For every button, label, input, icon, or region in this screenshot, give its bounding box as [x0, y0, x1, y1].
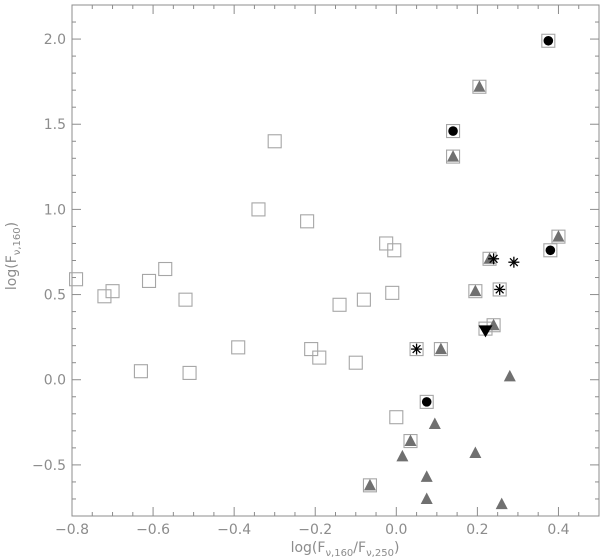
open-square-marker — [409, 342, 424, 357]
triangle-marker — [469, 446, 482, 458]
asterisk-marker — [494, 283, 506, 295]
filled-circle-marker — [543, 35, 554, 46]
x-tick-label: −0.4 — [217, 522, 251, 538]
open-square-marker — [387, 243, 402, 258]
triangle-marker — [503, 369, 516, 382]
open-square-marker — [251, 202, 266, 217]
open-square-marker — [356, 292, 371, 307]
open-square-marker — [141, 273, 157, 288]
triangle-marker — [434, 342, 447, 355]
triangle-marker — [428, 417, 441, 430]
x-tick-label: 0.4 — [547, 522, 569, 538]
triangle-marker — [483, 252, 496, 264]
y-tick-label: −0.5 — [32, 458, 66, 474]
open-square-marker — [97, 289, 112, 304]
open-square-marker — [267, 134, 282, 149]
y-axis-label: log(Fν,160) — [4, 222, 23, 290]
open-square-marker — [158, 261, 173, 277]
open-square-marker — [69, 272, 84, 287]
asterisk-marker — [411, 343, 423, 355]
open-square-marker — [332, 297, 347, 312]
plot-frame — [71, 4, 600, 517]
open-square-marker — [105, 284, 120, 299]
x-tick-label: 0.0 — [385, 522, 407, 538]
open-square-marker — [304, 342, 319, 357]
triangle-marker — [552, 230, 565, 242]
y-tick-label: 1.0 — [44, 202, 66, 218]
open-square-marker — [300, 214, 315, 229]
open-square-marker — [419, 394, 434, 409]
open-square-marker — [385, 285, 400, 300]
x-axis-label: log(Fν,160/Fν,250) — [291, 540, 400, 559]
x-tick-label: −0.8 — [55, 522, 89, 538]
open-square-marker — [312, 350, 327, 365]
triangle-marker — [473, 80, 486, 92]
open-square-marker — [543, 243, 558, 258]
open-square-marker — [389, 410, 404, 425]
triangle-marker — [447, 150, 460, 162]
axis-ticks: −0.8 −0.6 −0.4 −0.2 0.0 0.2 0.4 −0.5 0.0 0.5 1.0 1.… — [32, 4, 600, 538]
triangle-marker — [404, 434, 417, 447]
y-tick-label: 2.0 — [44, 32, 66, 48]
x-tick-label: −0.6 — [136, 522, 170, 538]
triangle-marker — [420, 492, 433, 504]
triangle-marker — [469, 284, 482, 297]
open-square-marker — [182, 365, 197, 380]
y-tick-label: 0.5 — [44, 288, 66, 304]
open-square-marker — [541, 33, 556, 48]
down-triangle-marker — [478, 325, 493, 338]
triangle-marker — [495, 497, 508, 510]
open-square-marker — [133, 364, 148, 379]
triangle-marker — [396, 449, 409, 462]
filled-circle-marker — [448, 126, 458, 136]
asterisk-marker — [508, 256, 520, 268]
open-square-marker — [492, 282, 507, 297]
filled-circle-marker — [421, 397, 432, 407]
triangle-marker — [363, 478, 376, 491]
open-square-marker — [178, 292, 193, 307]
x-tick-label: 0.2 — [466, 522, 488, 538]
y-tick-label: 0.0 — [44, 373, 66, 389]
open-square-marker — [446, 123, 461, 139]
open-square-marker — [231, 340, 246, 355]
asterisk-marker — [488, 253, 500, 265]
triangle-marker — [420, 470, 433, 482]
data-markers — [69, 33, 566, 510]
filled-circle-marker — [545, 245, 556, 256]
x-tick-label: −0.2 — [298, 522, 332, 538]
y-tick-label: 1.5 — [44, 117, 66, 133]
open-square-marker — [348, 355, 363, 370]
